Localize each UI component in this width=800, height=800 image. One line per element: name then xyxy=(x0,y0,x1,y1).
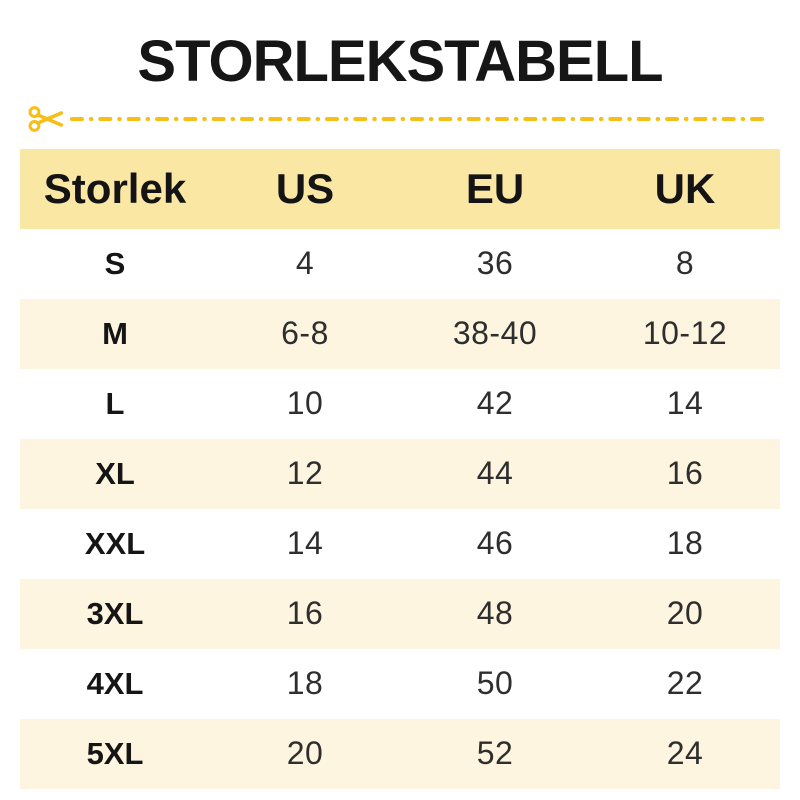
uk-value: 14 xyxy=(666,385,704,422)
table-row-xxl: XXL 14 46 18 xyxy=(20,509,780,579)
cut-line xyxy=(28,101,766,137)
column-header-us: US xyxy=(275,164,335,212)
column-header-eu: EU xyxy=(465,164,525,212)
us-value: 20 xyxy=(286,735,324,772)
eu-value: 52 xyxy=(476,735,514,772)
table-row-s: S 4 36 8 xyxy=(20,229,780,299)
uk-value: 22 xyxy=(666,665,704,702)
eu-value: 38-40 xyxy=(452,315,538,352)
table-row-xl: XL 12 44 16 xyxy=(20,438,780,509)
table-row-3xl: 3XL 16 48 20 xyxy=(20,578,780,649)
us-value: 12 xyxy=(286,455,324,492)
us-value: 6-8 xyxy=(281,315,329,352)
column-header-uk: UK xyxy=(654,164,716,212)
table-row-5xl: 5XL 20 52 24 xyxy=(20,718,780,789)
dashed-cut-line xyxy=(70,116,766,121)
uk-value: 16 xyxy=(666,455,704,492)
table-row-4xl: 4XL 18 50 22 xyxy=(20,649,780,719)
table-row-l: L 10 42 14 xyxy=(20,369,780,439)
us-value: 14 xyxy=(286,525,324,562)
table-row-m: M 6-8 38-40 10-12 xyxy=(20,298,780,369)
uk-value: 18 xyxy=(666,525,704,562)
column-header-storlek: Storlek xyxy=(43,164,187,212)
eu-value: 48 xyxy=(476,595,514,632)
size-label: 5XL xyxy=(86,735,144,771)
uk-value: 20 xyxy=(666,595,704,632)
size-label: XXL xyxy=(84,525,146,561)
uk-value: 10-12 xyxy=(642,315,728,352)
eu-value: 46 xyxy=(476,525,514,562)
size-label: 3XL xyxy=(86,595,144,631)
us-value: 10 xyxy=(286,385,324,422)
eu-value: 50 xyxy=(476,665,514,702)
eu-value: 36 xyxy=(476,245,514,282)
us-value: 4 xyxy=(295,245,315,282)
size-label: XL xyxy=(95,455,135,491)
size-table: Storlek US EU UK S 4 36 8 M 6-8 38-40 10… xyxy=(20,148,780,789)
size-label: L xyxy=(105,385,125,421)
size-label: M xyxy=(102,315,128,351)
size-chart-page: STORLEKSTABELL Storlek US EU UK S 4 36 8… xyxy=(0,30,800,800)
scissors-icon xyxy=(28,105,64,132)
table-header-row: Storlek US EU UK xyxy=(20,148,780,229)
us-value: 16 xyxy=(286,595,324,632)
us-value: 18 xyxy=(286,665,324,702)
eu-value: 42 xyxy=(476,385,514,422)
eu-value: 44 xyxy=(476,455,514,492)
page-title: STORLEKSTABELL xyxy=(137,29,663,94)
uk-value: 8 xyxy=(675,245,695,282)
uk-value: 24 xyxy=(666,735,704,772)
size-label: S xyxy=(104,245,126,281)
size-label: 4XL xyxy=(86,665,144,701)
